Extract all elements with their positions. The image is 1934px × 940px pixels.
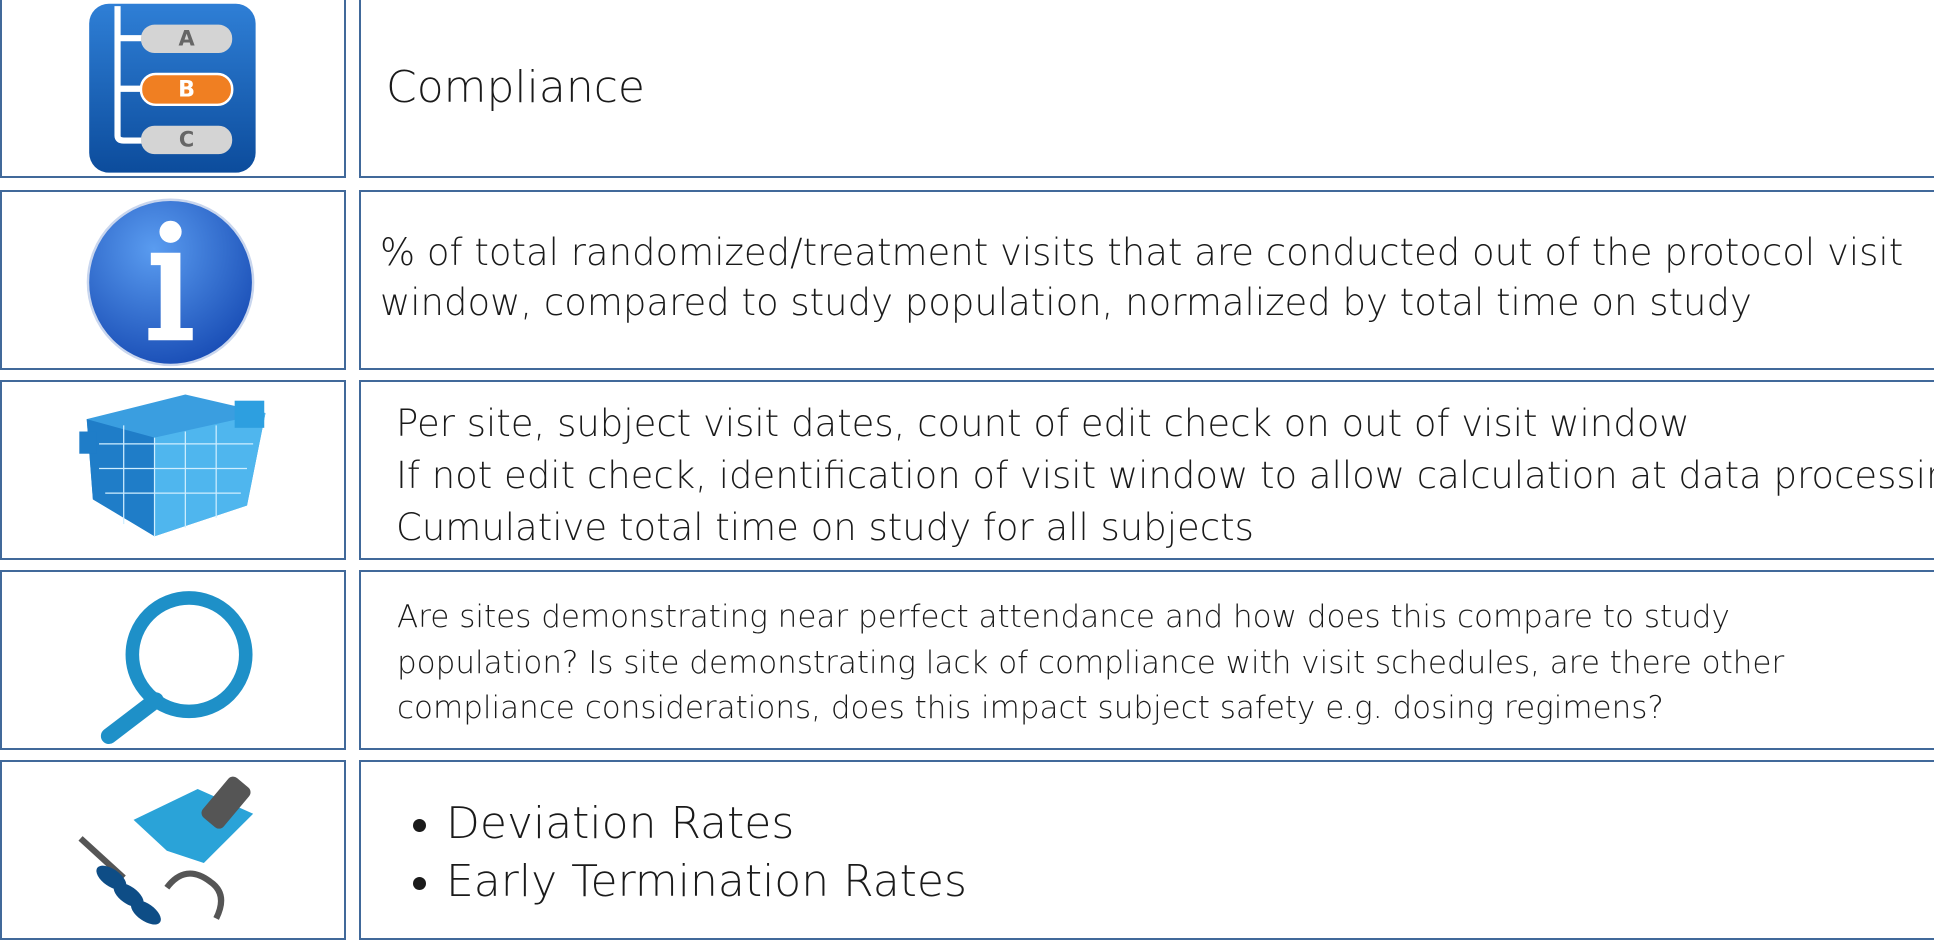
bullet-list: Deviation Rates Early Termination Rates [386, 795, 967, 911]
info-icon [88, 200, 253, 365]
text-line: Are sites demonstrating near perfect att… [397, 595, 1784, 641]
text-line: compliance considerations, does this imp… [397, 686, 1784, 732]
text-line: Compliance [386, 62, 645, 113]
text-line: If not edit check, identification of vis… [396, 450, 1934, 502]
text-line: Per site, subject visit dates, count of … [396, 398, 1934, 450]
search-icon [109, 598, 246, 736]
bullet-item: Early Termination Rates [446, 853, 967, 911]
icon-label: B [178, 77, 195, 103]
text-line: % of total randomized/treatment visits t… [380, 228, 1903, 278]
row-data-sources: Per site, subject visit dates, count of … [396, 398, 1934, 554]
data-cube-icon [79, 395, 265, 537]
row-definition: % of total randomized/treatment visits t… [380, 228, 1903, 328]
list-icon: A B C [89, 4, 255, 173]
row-related: Deviation Rates Early Termination Rates [386, 795, 967, 911]
row-questions: Are sites demonstrating near perfect att… [397, 595, 1784, 732]
text-line: Cumulative total time on study for all s… [396, 502, 1934, 554]
row-title: Compliance [386, 62, 645, 113]
text-line: window, compared to study population, no… [380, 278, 1903, 328]
icon-label: A [178, 26, 195, 50]
icon-label: C [179, 128, 194, 152]
bullet-item: Deviation Rates [446, 795, 967, 853]
text-line: population? Is site demonstrating lack o… [397, 641, 1784, 687]
page: A B C Compliance % of total randomized/t… [0, 0, 1934, 937]
handshake-icon [81, 774, 254, 929]
